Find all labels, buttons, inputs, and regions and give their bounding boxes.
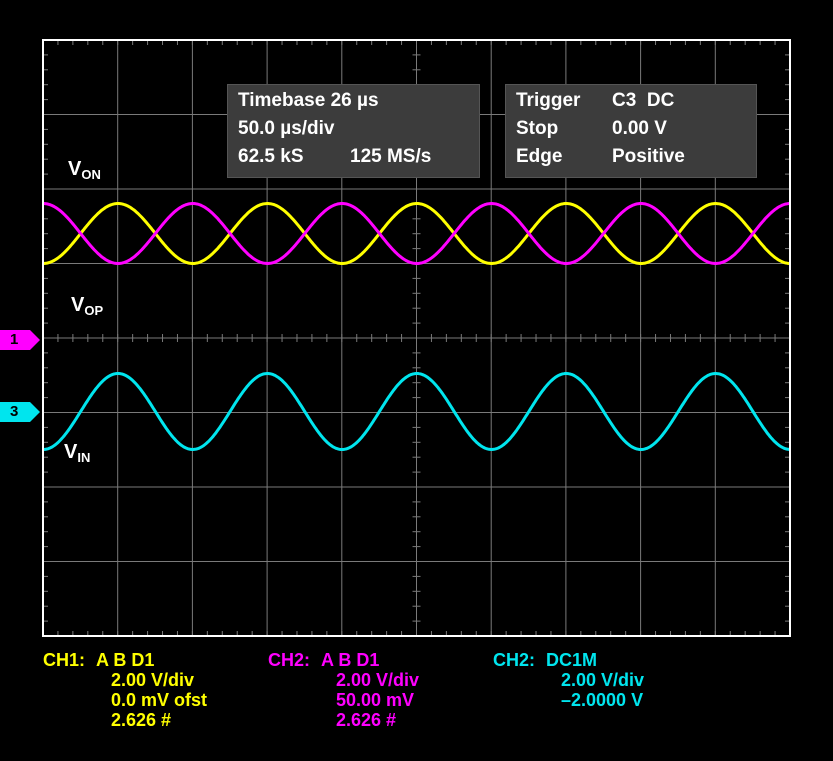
ch2-probe: A B D1 bbox=[321, 650, 380, 670]
ch1-offset: 0.0 mV ofst bbox=[111, 690, 208, 710]
edge-label: Edge bbox=[516, 146, 563, 167]
ch1-vdiv: 2.00 V/div bbox=[111, 670, 195, 690]
channel-1-arrow-icon bbox=[0, 330, 40, 350]
vop-label-sub: OP bbox=[84, 303, 104, 318]
ch3-readout: CH2: DC1M 2.00 V/div –2.0000 V bbox=[493, 650, 644, 710]
ch3-vdiv: 2.00 V/div bbox=[561, 670, 645, 690]
edge-row: Edge Positive bbox=[516, 143, 746, 171]
ch1-probe: A B D1 bbox=[96, 650, 155, 670]
vin-label-sub: IN bbox=[77, 450, 91, 465]
ch3-coupling: DC1M bbox=[546, 650, 598, 670]
channel-3-marker[interactable]: 3 bbox=[0, 402, 40, 422]
trigger-label: Trigger bbox=[516, 90, 581, 111]
von-label: VON bbox=[68, 158, 101, 182]
ch3-offset: –2.0000 V bbox=[561, 690, 644, 710]
vin-label-main: V bbox=[64, 441, 78, 463]
trace-von bbox=[43, 202, 790, 265]
time-per-div-text: 50.0 µs/div bbox=[238, 118, 335, 139]
sample-row: 62.5 kS 125 MS/s bbox=[238, 143, 469, 171]
channel-1-marker[interactable]: 1 bbox=[0, 330, 40, 350]
stop-row: Stop 0.00 V bbox=[516, 115, 746, 143]
channel-3-arrow-icon bbox=[0, 402, 40, 422]
channel-3-marker-text: 3 bbox=[10, 403, 19, 420]
trigger-row: Trigger C3 DC bbox=[516, 87, 746, 115]
ch2-readout: CH2: A B D1 2.00 V/div 50.00 mV 2.626 # bbox=[268, 650, 419, 730]
timebase-box: Timebase 26 µs 50.0 µs/div 62.5 kS 125 M… bbox=[227, 84, 480, 178]
trigger-box: Trigger C3 DC Stop 0.00 V Edge Positive bbox=[505, 84, 757, 178]
von-label-main: V bbox=[68, 158, 82, 180]
vin-label: VIN bbox=[64, 441, 90, 465]
ch2-head-line: CH2: A B D1 bbox=[268, 650, 419, 670]
ch3-head-line: CH2: DC1M bbox=[493, 650, 644, 670]
sample-count-text: 62.5 kS bbox=[238, 146, 304, 167]
stop-value: 0.00 V bbox=[612, 118, 667, 139]
sample-rate-text: 125 MS/s bbox=[350, 146, 432, 167]
waveform-traces bbox=[43, 202, 791, 451]
ch2-count: 2.626 # bbox=[336, 710, 397, 730]
vop-label: VOP bbox=[71, 294, 103, 318]
ch2-offset: 50.00 mV bbox=[336, 690, 415, 710]
ch1-head: CH1: bbox=[43, 650, 86, 670]
screen-frame bbox=[42, 39, 791, 637]
timebase-text: Timebase 26 µs bbox=[238, 90, 379, 111]
stop-label: Stop bbox=[516, 118, 559, 139]
ch2-head: CH2: bbox=[268, 650, 311, 670]
trigger-source: C3 DC bbox=[612, 90, 675, 111]
vop-label-main: V bbox=[71, 294, 85, 316]
ch2-vdiv: 2.00 V/div bbox=[336, 670, 420, 690]
von-label-sub: ON bbox=[81, 167, 101, 182]
timebase-row: Timebase 26 µs bbox=[238, 87, 469, 115]
channel-1-marker-text: 1 bbox=[10, 331, 19, 348]
ch1-readout: CH1: A B D1 2.00 V/div 0.0 mV ofst 2.626… bbox=[43, 650, 207, 730]
ch3-head: CH2: bbox=[493, 650, 536, 670]
trace-vin bbox=[43, 372, 791, 451]
ch1-count: 2.626 # bbox=[111, 710, 172, 730]
ch1-head-line: CH1: A B D1 bbox=[43, 650, 207, 670]
edge-value: Positive bbox=[612, 146, 685, 167]
trace-vop bbox=[43, 202, 790, 265]
timediv-row: 50.0 µs/div bbox=[238, 115, 469, 143]
